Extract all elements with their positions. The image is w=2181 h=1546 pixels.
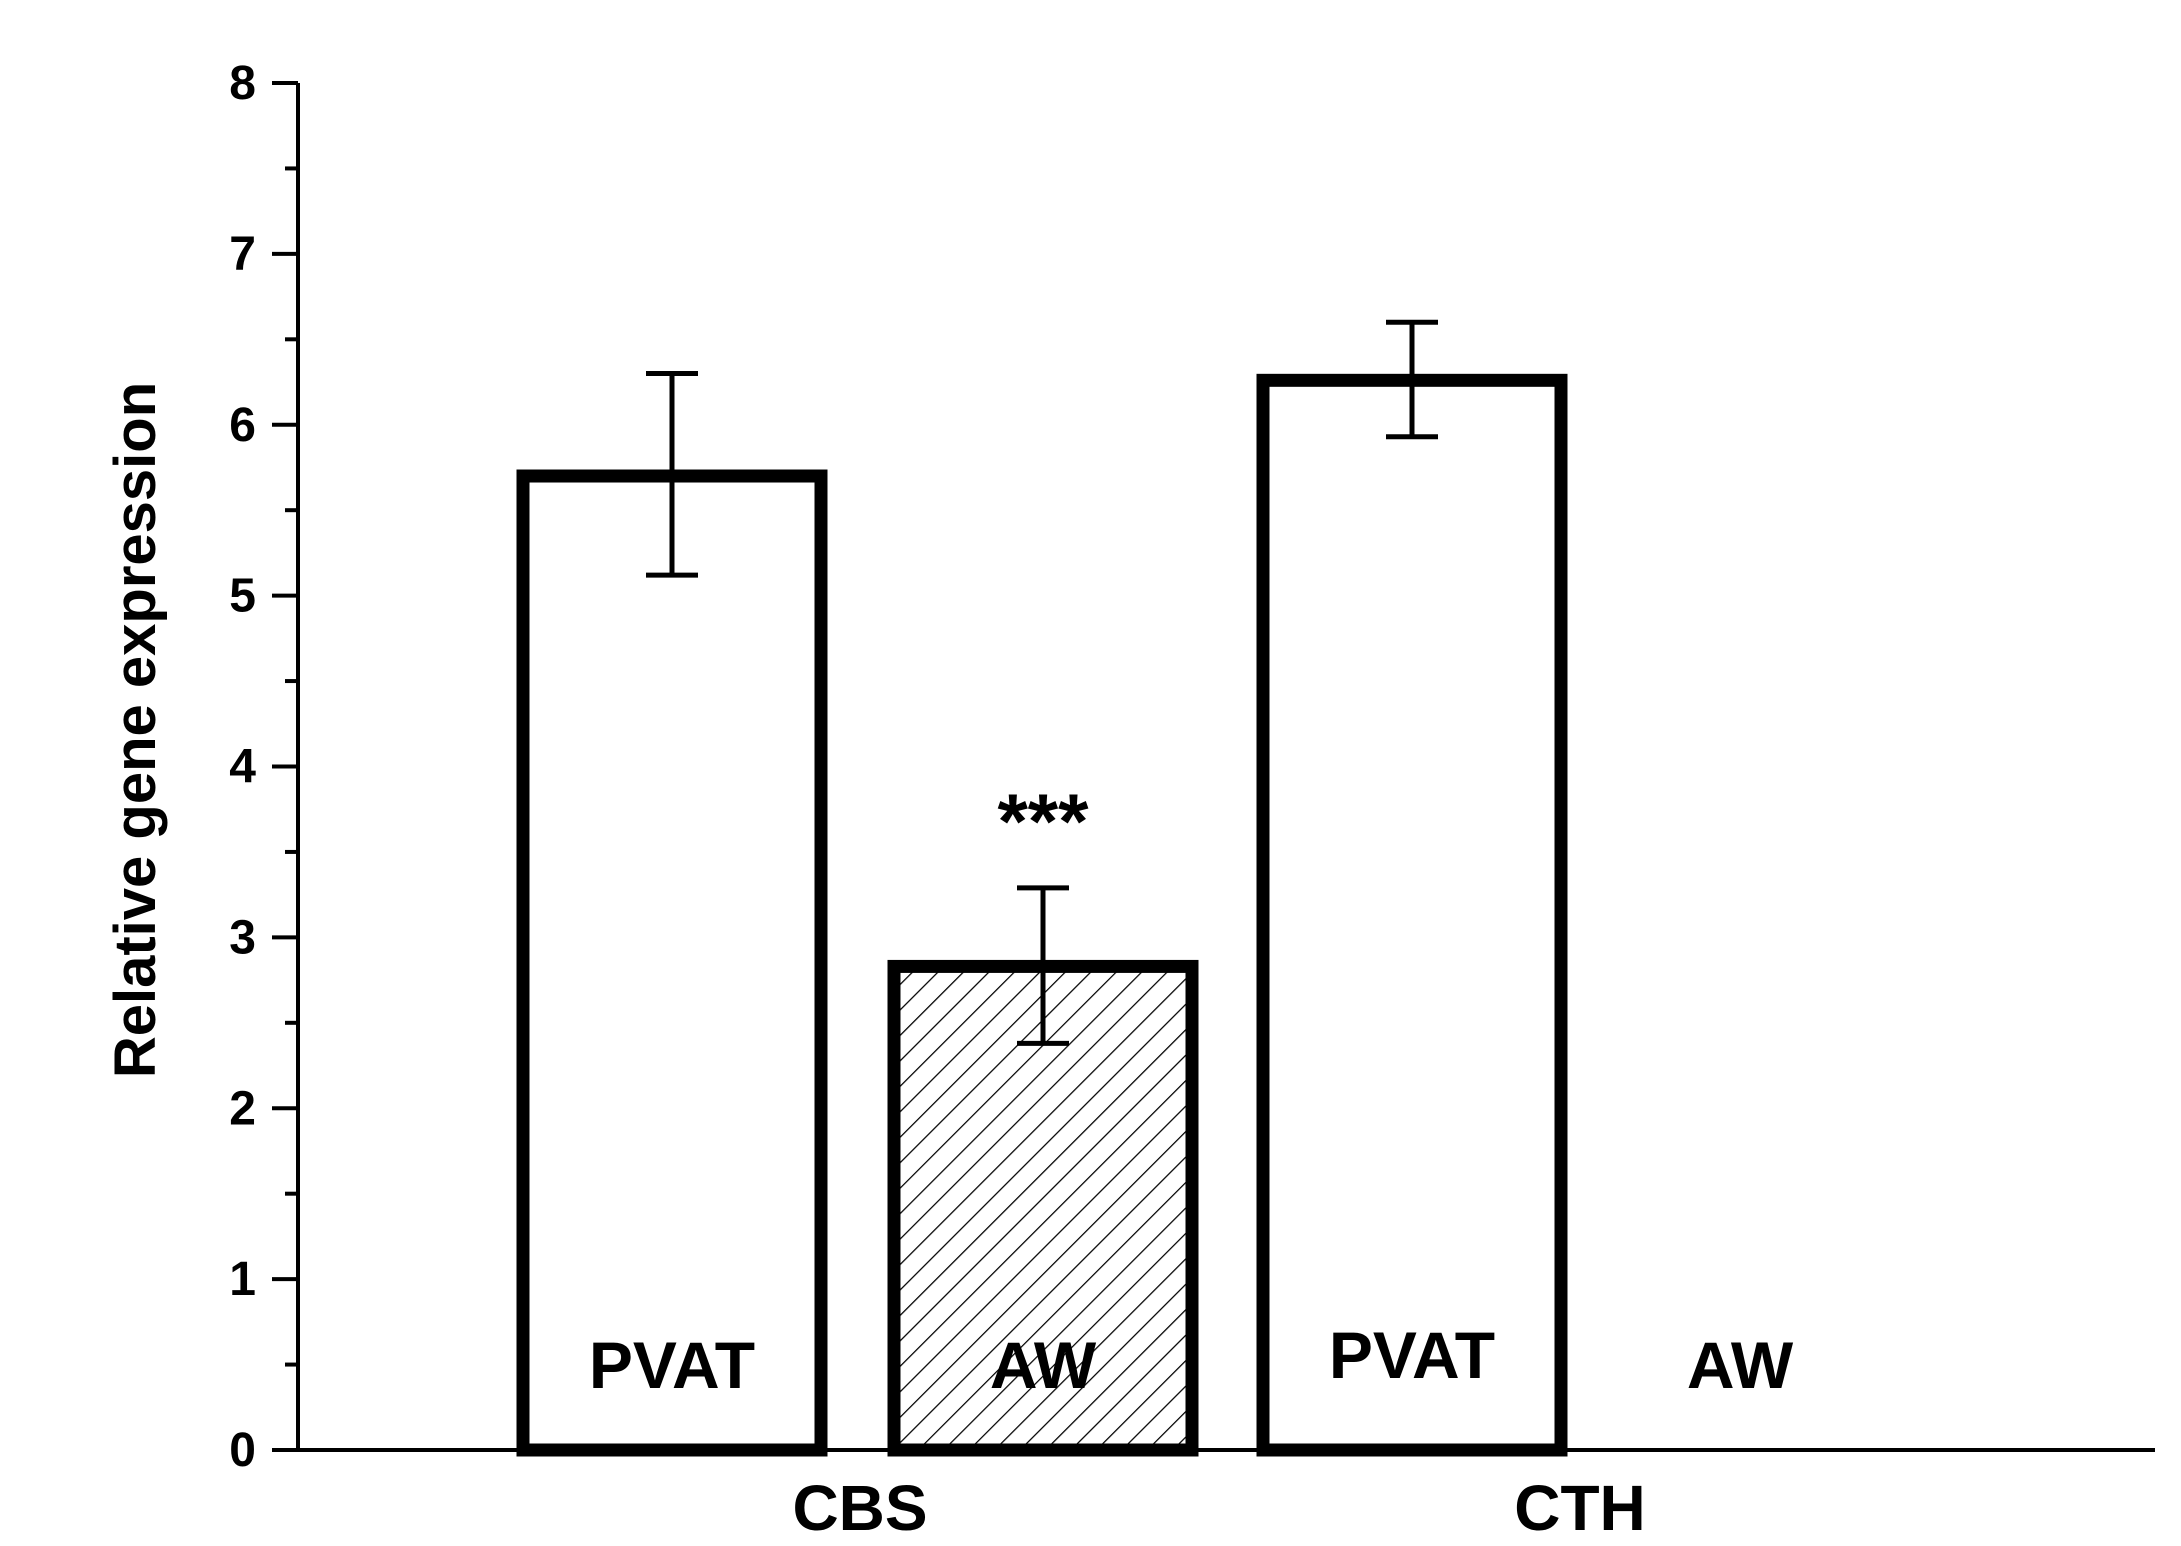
bar xyxy=(516,469,828,1457)
significance-annotation: *** xyxy=(997,777,1089,865)
labels-layer: 0 1 2 3 4 5 6 7 8 Relative gene expression CBS PVAT… xyxy=(103,57,1794,1544)
y-tick-label: 5 xyxy=(229,570,256,623)
y-tick-label: 0 xyxy=(229,1424,256,1477)
y-tick-label: 8 xyxy=(229,57,256,110)
x-group-label: CBS xyxy=(792,1472,927,1541)
bar-label: AW xyxy=(1687,1328,1794,1402)
y-tick-label: 6 xyxy=(229,399,256,452)
bar-label: PVAT xyxy=(1329,1318,1495,1392)
bar-label: AW xyxy=(990,1328,1097,1402)
bar-label: PVAT xyxy=(589,1328,755,1402)
y-tick-label: 4 xyxy=(229,741,256,794)
bars-layer xyxy=(516,319,1568,1457)
y-axis-title: Relative gene expression xyxy=(103,382,168,1078)
bar xyxy=(887,959,1199,1457)
y-tick-label: 1 xyxy=(229,1253,256,1306)
bar xyxy=(1256,373,1568,1457)
x-group-label: CTH xyxy=(1514,1472,1646,1541)
y-tick-label: 3 xyxy=(229,911,256,964)
y-tick-label: 7 xyxy=(229,228,256,281)
y-tick-label: 2 xyxy=(229,1082,256,1135)
